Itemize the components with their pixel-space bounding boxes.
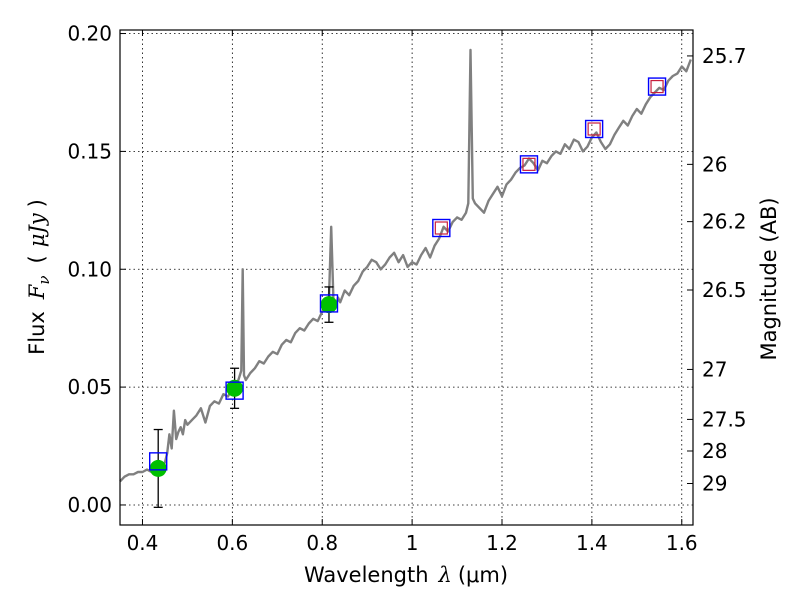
- x-axis-title: Wavelength λ (μm): [304, 563, 508, 587]
- model-photometry-square: [148, 452, 168, 471]
- model-spectrum-line: [119, 48, 692, 483]
- mag-tick-label: 28: [702, 439, 727, 463]
- tick-layer: 0.4 0.6 0.8 1 1.2 1.4 1.6 0.00 0.05 0.10 0.15 0.20 2…: [67, 22, 746, 555]
- nir-photometry-square: [587, 122, 601, 136]
- plot-area: [120, 30, 693, 525]
- y-tick-label: 0.10: [67, 257, 112, 281]
- nir-photometry-square: [650, 79, 664, 94]
- y2-axis-title: Magnitude (AB): [757, 197, 781, 360]
- y-axis-title-paren-open: (: [25, 255, 49, 263]
- mag-tick-label: 26.5: [702, 278, 747, 302]
- nir-photometry-square: [434, 221, 448, 235]
- y-axis-title: Flux Fν ( μJy): [25, 199, 53, 355]
- y-axis-title-symbol: F: [25, 283, 49, 300]
- y-axis-title-subscript: ν: [35, 275, 53, 284]
- grid-layer: [120, 30, 693, 525]
- x-axis-title-unit: (μm): [458, 563, 508, 587]
- observed-point: [320, 296, 338, 314]
- y-tick-label: 0.20: [67, 22, 112, 46]
- model-photometry-square: [584, 119, 604, 139]
- model-photometry-square: [225, 381, 244, 400]
- x-tick-label: 1: [406, 531, 419, 555]
- y-axis-title-text: Flux: [25, 311, 49, 355]
- x-tick-label: 1.4: [576, 531, 608, 555]
- model-photometry-square: [519, 155, 539, 174]
- mag-tick-label: 27: [702, 357, 727, 381]
- mag-tick-label: 26.2: [702, 210, 747, 234]
- plot-frame: [119, 29, 694, 526]
- mag-tick-label: 27.5: [702, 407, 747, 431]
- model-photometry-square: [319, 294, 339, 313]
- mag-tick-label: 29: [702, 472, 727, 496]
- x-tick-label: 1.2: [486, 531, 518, 555]
- observed-point: [149, 459, 167, 477]
- y-tick-label: 0.00: [67, 493, 112, 517]
- model-photometry-square: [432, 218, 451, 238]
- mag-tick-label: 25.7: [702, 44, 747, 68]
- mag-tick-label: 26: [702, 152, 727, 176]
- model-photometry-square: [647, 77, 667, 96]
- y-tick-label: 0.05: [67, 375, 112, 399]
- x-tick-label: 0.4: [127, 531, 159, 555]
- data-layer: [119, 48, 692, 508]
- x-axis-title-symbol: λ: [438, 563, 452, 587]
- y-tick-label: 0.15: [67, 139, 112, 163]
- x-tick-label: 0.8: [306, 531, 338, 555]
- nir-photometry-square: [522, 157, 536, 171]
- y-axis-title-unit: μJy: [25, 212, 49, 247]
- y-axis-title-paren-close: ): [25, 199, 49, 207]
- observed-point: [226, 379, 244, 397]
- x-axis-title-text: Wavelength: [304, 563, 429, 587]
- x-tick-label: 1.6: [666, 531, 698, 555]
- x-tick-label: 0.6: [216, 531, 248, 555]
